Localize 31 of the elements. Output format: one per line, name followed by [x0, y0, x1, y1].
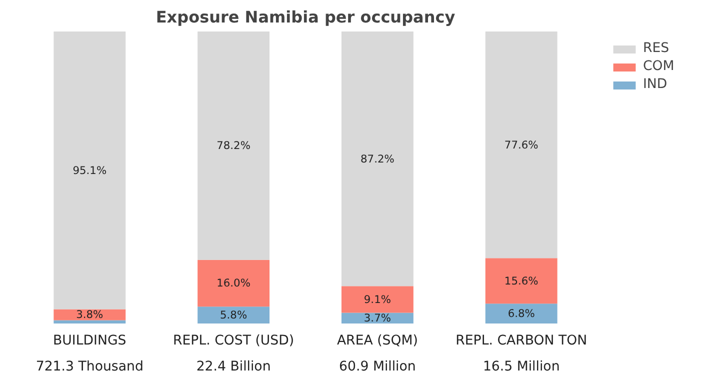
data-label: 77.6%: [504, 138, 538, 152]
category-label: AREA (SQM) 60.9 Million: [336, 334, 418, 374]
bar: [54, 309, 126, 320]
category-label: REPL. COST (USD) 22.4 Billion: [172, 334, 294, 374]
bar: [485, 32, 558, 258]
legend-label: RES: [643, 41, 670, 56]
bar: [54, 320, 126, 324]
data-label: 3.7%: [364, 312, 391, 325]
bar: [198, 32, 270, 260]
data-label: 95.1%: [72, 164, 107, 177]
data-label: 6.8%: [508, 307, 535, 320]
chart-title: Exposure Namibia per occupancy: [156, 8, 456, 26]
data-label: 16.0%: [216, 276, 250, 290]
bar: [341, 32, 414, 286]
bar: [341, 286, 414, 313]
bar: [341, 312, 414, 324]
bar: [198, 306, 270, 324]
data-label: 5.8%: [220, 308, 248, 322]
bar: [198, 260, 270, 307]
bar: [485, 304, 558, 324]
data-label: 3.8%: [76, 308, 104, 322]
data-label: 15.6%: [504, 274, 538, 288]
data-label: 87.2%: [360, 152, 394, 166]
data-label: 78.2%: [216, 139, 250, 152]
legend-label: COM: [643, 59, 674, 74]
bar: [485, 258, 558, 304]
category-label: REPL. CARBON TON 16.5 Million: [456, 334, 588, 374]
data-label: 9.1%: [364, 292, 391, 306]
category-label: BUILDINGS 721.3 Thousand: [36, 334, 144, 374]
bar: [54, 32, 126, 310]
legend-label: IND: [643, 77, 668, 92]
